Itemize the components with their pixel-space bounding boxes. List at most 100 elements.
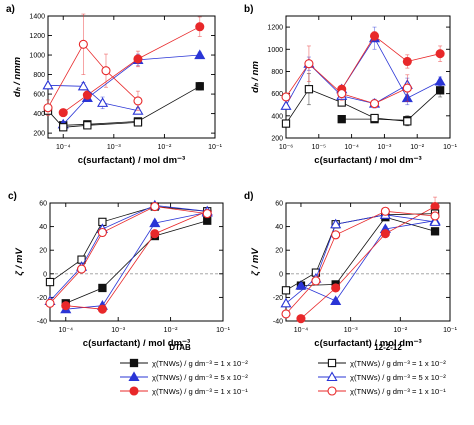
series-line bbox=[300, 220, 436, 302]
y-tick-label: -20 bbox=[37, 295, 47, 302]
series-5 bbox=[43, 13, 143, 116]
plot-frame bbox=[47, 15, 216, 139]
x-tick-label: 10⁻⁴ bbox=[59, 327, 74, 334]
data-point bbox=[97, 304, 107, 314]
series-line bbox=[285, 214, 436, 304]
series-5 bbox=[45, 201, 212, 308]
data-point bbox=[42, 79, 54, 90]
legend-entry: χ(TNWs) / g dm⁻³ = 5 x 10⁻² bbox=[152, 373, 248, 382]
y-tick-label: 1200 bbox=[267, 25, 283, 32]
x-axis-label: c(surfactant) / mol dm⁻³ bbox=[83, 338, 190, 349]
data-point bbox=[281, 92, 291, 102]
data-point bbox=[434, 75, 446, 86]
data-point bbox=[337, 89, 347, 99]
y-tick-label: 20 bbox=[39, 248, 47, 255]
series-2 bbox=[296, 196, 440, 324]
data-point bbox=[281, 119, 291, 128]
panel-a: 10⁻⁴ 10⁻³ 10⁻² 10⁻¹ 200 400 600 800 1000 1200 1400… bbox=[6, 4, 223, 166]
data-point bbox=[380, 229, 390, 239]
data-point bbox=[149, 217, 161, 228]
y-tick-label: 200 bbox=[271, 136, 283, 143]
legend-entry: χ(TNWs) / g dm⁻³ = 1 x 10⁻² bbox=[350, 359, 446, 368]
y-tick-label: 60 bbox=[275, 201, 283, 208]
series-line bbox=[65, 210, 208, 310]
series-line bbox=[341, 35, 441, 90]
series-line bbox=[63, 85, 200, 126]
legend-marker bbox=[129, 358, 139, 368]
y-tick-label: 0 bbox=[43, 271, 47, 278]
data-point bbox=[280, 100, 292, 110]
y-tick-label: 400 bbox=[271, 113, 283, 120]
y-tick-label: 400 bbox=[33, 111, 45, 118]
data-point bbox=[133, 96, 143, 106]
x-tick-label: 10⁻¹ bbox=[208, 144, 222, 151]
series-line bbox=[285, 210, 436, 315]
legend-marker bbox=[326, 371, 338, 382]
data-point bbox=[429, 216, 441, 226]
data-point bbox=[304, 85, 314, 94]
y-tick-label: 40 bbox=[275, 224, 283, 231]
data-point bbox=[101, 66, 111, 76]
data-point bbox=[202, 209, 212, 219]
series-5 bbox=[281, 206, 440, 319]
y-tick-label: 1000 bbox=[267, 47, 283, 54]
data-point bbox=[150, 229, 160, 239]
y-tick-label: 200 bbox=[33, 131, 45, 138]
data-point bbox=[280, 297, 292, 308]
panel-b: 10⁻⁶ 10⁻⁵ 10⁻⁴ 10⁻³ 10⁻² 10⁻¹ 200 400 600 800 1000… bbox=[244, 4, 458, 166]
series-5 bbox=[281, 45, 412, 109]
x-tick-label: 10⁻³ bbox=[344, 327, 358, 334]
series-1 bbox=[295, 215, 441, 305]
y-tick-label: 60 bbox=[39, 201, 47, 208]
y-axis-label: dₕ / nm bbox=[250, 61, 261, 93]
data-point bbox=[369, 99, 380, 109]
series-line bbox=[47, 110, 139, 128]
y-tick-label: 800 bbox=[271, 69, 283, 76]
series-0 bbox=[337, 83, 445, 126]
legend-marker bbox=[327, 358, 337, 368]
data-point bbox=[97, 227, 107, 238]
data-point bbox=[330, 295, 342, 305]
x-tick-label: 10⁻³ bbox=[107, 144, 121, 151]
series-line bbox=[47, 84, 139, 112]
data-point bbox=[370, 113, 379, 123]
legend: DTAB 12-2-12 χ(TNWs) / g dm⁻³ = 1 x 10⁻²… bbox=[120, 343, 446, 396]
x-tick-label: 10⁻² bbox=[393, 327, 407, 334]
data-point bbox=[337, 114, 346, 124]
data-point bbox=[430, 201, 440, 212]
x-tick-label: 10⁻¹ bbox=[443, 144, 457, 151]
data-point bbox=[150, 201, 160, 212]
data-point bbox=[435, 49, 445, 59]
x-tick-label: 10⁻⁴ bbox=[344, 144, 359, 151]
plot-frame bbox=[49, 202, 224, 322]
series-1 bbox=[336, 26, 446, 106]
y-axis-label: dₕ / nmm bbox=[12, 56, 23, 97]
x-tick-label: 10⁻⁶ bbox=[279, 144, 293, 151]
data-point bbox=[296, 314, 306, 324]
data-point bbox=[61, 301, 71, 311]
data-point bbox=[58, 108, 68, 118]
legend-marker bbox=[327, 386, 337, 396]
y-tick-label: 600 bbox=[271, 91, 283, 98]
data-point bbox=[78, 39, 88, 49]
panel-label: c) bbox=[8, 191, 17, 202]
plot-frame bbox=[285, 15, 451, 139]
x-tick-label: 10⁻² bbox=[158, 144, 172, 151]
series-line bbox=[285, 63, 408, 105]
legend-title-gemini: 12-2-12 bbox=[374, 343, 402, 352]
series-line bbox=[341, 90, 441, 121]
series-3 bbox=[45, 202, 212, 287]
y-tick-label: 20 bbox=[275, 248, 283, 255]
y-tick-label: 0 bbox=[279, 271, 283, 278]
y-tick-label: 1200 bbox=[29, 33, 45, 40]
data-point bbox=[304, 59, 314, 69]
panel-d: 10⁻⁴ 10⁻³ 10⁻² 10⁻¹ -40 -20 0 20 40 60 c(surfactan… bbox=[244, 191, 458, 349]
data-point bbox=[133, 54, 143, 64]
y-tick-label: 1000 bbox=[29, 53, 45, 60]
legend-marker bbox=[128, 371, 140, 382]
series-3 bbox=[281, 209, 440, 295]
data-point bbox=[430, 211, 440, 221]
plot-frame bbox=[285, 202, 451, 322]
panel-c: 10⁻⁴ 10⁻³ 10⁻² 10⁻¹ -40 -20 0 20 40 60 c(surfactan… bbox=[8, 191, 231, 349]
